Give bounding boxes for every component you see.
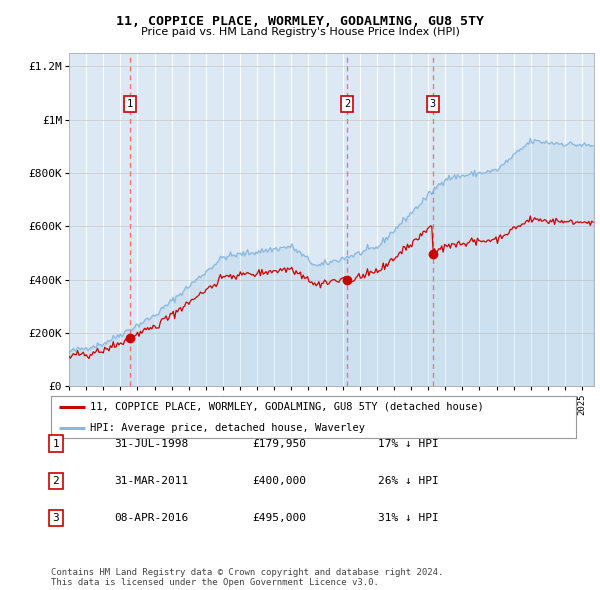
Text: 3: 3	[430, 99, 436, 109]
Text: 08-APR-2016: 08-APR-2016	[114, 513, 188, 523]
Text: 11, COPPICE PLACE, WORMLEY, GODALMING, GU8 5TY (detached house): 11, COPPICE PLACE, WORMLEY, GODALMING, G…	[91, 402, 484, 411]
Text: Price paid vs. HM Land Registry's House Price Index (HPI): Price paid vs. HM Land Registry's House …	[140, 27, 460, 37]
Text: 2: 2	[52, 476, 59, 486]
Text: HPI: Average price, detached house, Waverley: HPI: Average price, detached house, Wave…	[91, 423, 365, 432]
Text: 3: 3	[52, 513, 59, 523]
Text: 11, COPPICE PLACE, WORMLEY, GODALMING, GU8 5TY: 11, COPPICE PLACE, WORMLEY, GODALMING, G…	[116, 15, 484, 28]
Text: 1: 1	[52, 439, 59, 448]
Text: 2: 2	[344, 99, 350, 109]
Text: £179,950: £179,950	[252, 439, 306, 448]
Text: 31-JUL-1998: 31-JUL-1998	[114, 439, 188, 448]
Text: 26% ↓ HPI: 26% ↓ HPI	[378, 476, 439, 486]
Text: This data is licensed under the Open Government Licence v3.0.: This data is licensed under the Open Gov…	[51, 578, 379, 587]
Text: 31-MAR-2011: 31-MAR-2011	[114, 476, 188, 486]
Text: 17% ↓ HPI: 17% ↓ HPI	[378, 439, 439, 448]
Text: 1: 1	[127, 99, 133, 109]
Text: 31% ↓ HPI: 31% ↓ HPI	[378, 513, 439, 523]
Text: £495,000: £495,000	[252, 513, 306, 523]
Text: Contains HM Land Registry data © Crown copyright and database right 2024.: Contains HM Land Registry data © Crown c…	[51, 568, 443, 576]
Text: £400,000: £400,000	[252, 476, 306, 486]
